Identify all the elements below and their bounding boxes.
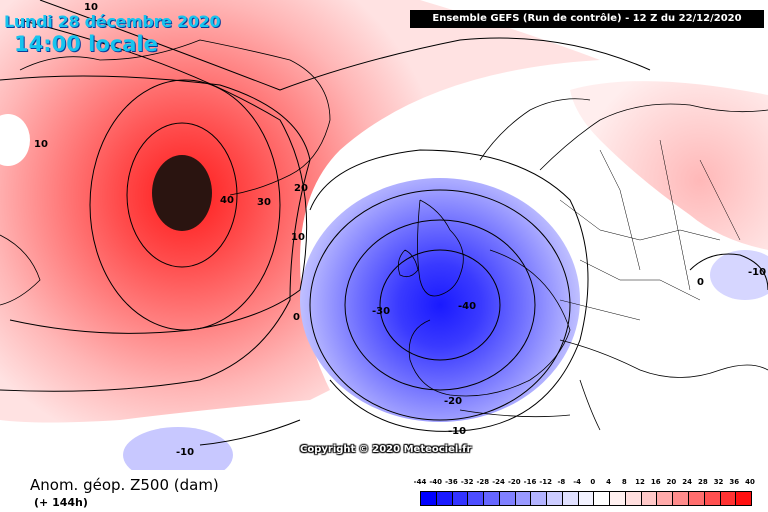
contour-label: -40	[458, 301, 476, 312]
legend-swatch	[436, 492, 453, 505]
contour-label: 20	[294, 183, 308, 194]
legend-tick-label: 36	[729, 478, 740, 486]
legend-tick-label: 24	[682, 478, 693, 486]
legend-swatch	[452, 492, 469, 505]
legend-tick-label: -16	[523, 478, 537, 486]
legend-swatch	[515, 492, 532, 505]
legend-swatch	[468, 492, 485, 505]
legend-swatch	[736, 492, 752, 505]
forecast-local-time: 14:00 locale	[14, 32, 158, 56]
anomaly-map: 10 10 40 30 20 10 0 -30 -40 -20 -10 -10 …	[0, 0, 768, 470]
legend-tick-label: -24	[492, 478, 505, 486]
legend-tick-label: 4	[606, 478, 611, 486]
legend-swatch	[720, 492, 737, 505]
contour-label: 30	[257, 197, 271, 208]
contour-label-group: 10 10 40 30 20 10 0 -30 -40 -20 -10 -10 …	[34, 2, 766, 458]
legend-tick-label: 16	[650, 478, 661, 486]
copyright-notice: Copyright © 2020 Meteociel.fr	[300, 444, 472, 455]
forecast-date: Lundi 28 décembre 2020	[4, 12, 221, 31]
negative-anomaly-east	[710, 250, 768, 300]
legend-swatch	[673, 492, 690, 505]
color-legend	[420, 491, 752, 506]
legend-tick-label: -32	[460, 478, 474, 486]
legend-tick-label: -20	[507, 478, 521, 486]
legend-swatch	[484, 492, 500, 505]
negative-anomaly-center	[300, 178, 580, 422]
contour-label: 40	[220, 195, 234, 206]
legend-swatch	[641, 492, 658, 505]
coastlines	[0, 39, 768, 431]
legend-swatch	[531, 492, 548, 505]
legend-swatch	[689, 492, 705, 505]
contour-label: 0	[293, 312, 300, 323]
legend-tick-label: 20	[666, 478, 677, 486]
negative-anomaly-south	[123, 427, 233, 470]
legend-swatch	[562, 492, 579, 505]
positive-anomaly-west	[0, 0, 600, 423]
contour-label: 10	[291, 232, 305, 243]
anomaly-max-core	[152, 155, 212, 231]
forecast-hour: (+ 144h)	[34, 496, 88, 509]
country-borders	[559, 139, 741, 321]
footer-panel: Anom. géop. Z500 (dam) (+ 144h) -44 -40 -3…	[0, 470, 768, 512]
model-run-info: Ensemble GEFS (Run de contrôle) - 12 Z d…	[410, 10, 764, 28]
legend-ticks: -44 -40 -36 -32 -28 -24 -20 -16 -12 -8 -4 0 4 8 12 16 20…	[412, 478, 755, 490]
field-title: Anom. géop. Z500 (dam)	[30, 476, 219, 494]
legend-tick-label: -12	[539, 478, 553, 486]
contour-lines	[0, 0, 768, 446]
legend-tick-label: -28	[476, 478, 490, 486]
neutral-zone-west	[0, 114, 30, 166]
legend-swatch	[578, 492, 595, 505]
contour-label: -20	[444, 396, 462, 407]
legend-tick-label: -8	[557, 478, 566, 486]
legend-tick-label: -44	[413, 478, 427, 486]
legend-tick-label: 12	[635, 478, 645, 486]
legend-swatch	[625, 492, 642, 505]
contour-label: -10	[448, 426, 466, 437]
legend-tick-label: 40	[745, 478, 755, 486]
contour-label: 0	[697, 277, 704, 288]
legend-tick-label: 28	[697, 478, 708, 486]
legend-swatch	[704, 492, 721, 505]
legend-swatch	[610, 492, 626, 505]
legend-tick-label: 8	[621, 478, 627, 486]
legend-tick-label: -4	[573, 478, 582, 486]
contour-label: -10	[176, 447, 194, 458]
legend-swatch	[547, 492, 563, 505]
legend-swatch	[657, 492, 674, 505]
legend-swatch	[499, 492, 516, 505]
legend-tick-label: -36	[445, 478, 458, 486]
legend-swatch	[594, 492, 611, 505]
legend-swatch	[421, 492, 437, 505]
legend-tick-label: 0	[590, 478, 596, 486]
legend-tick-label: -40	[429, 478, 443, 486]
contour-label: 10	[84, 2, 98, 13]
contour-label: -10	[748, 267, 766, 278]
positive-anomaly-east	[570, 81, 768, 250]
contour-label: -30	[372, 306, 390, 317]
contour-label: 10	[34, 139, 48, 150]
legend-tick-label: 32	[713, 478, 724, 486]
